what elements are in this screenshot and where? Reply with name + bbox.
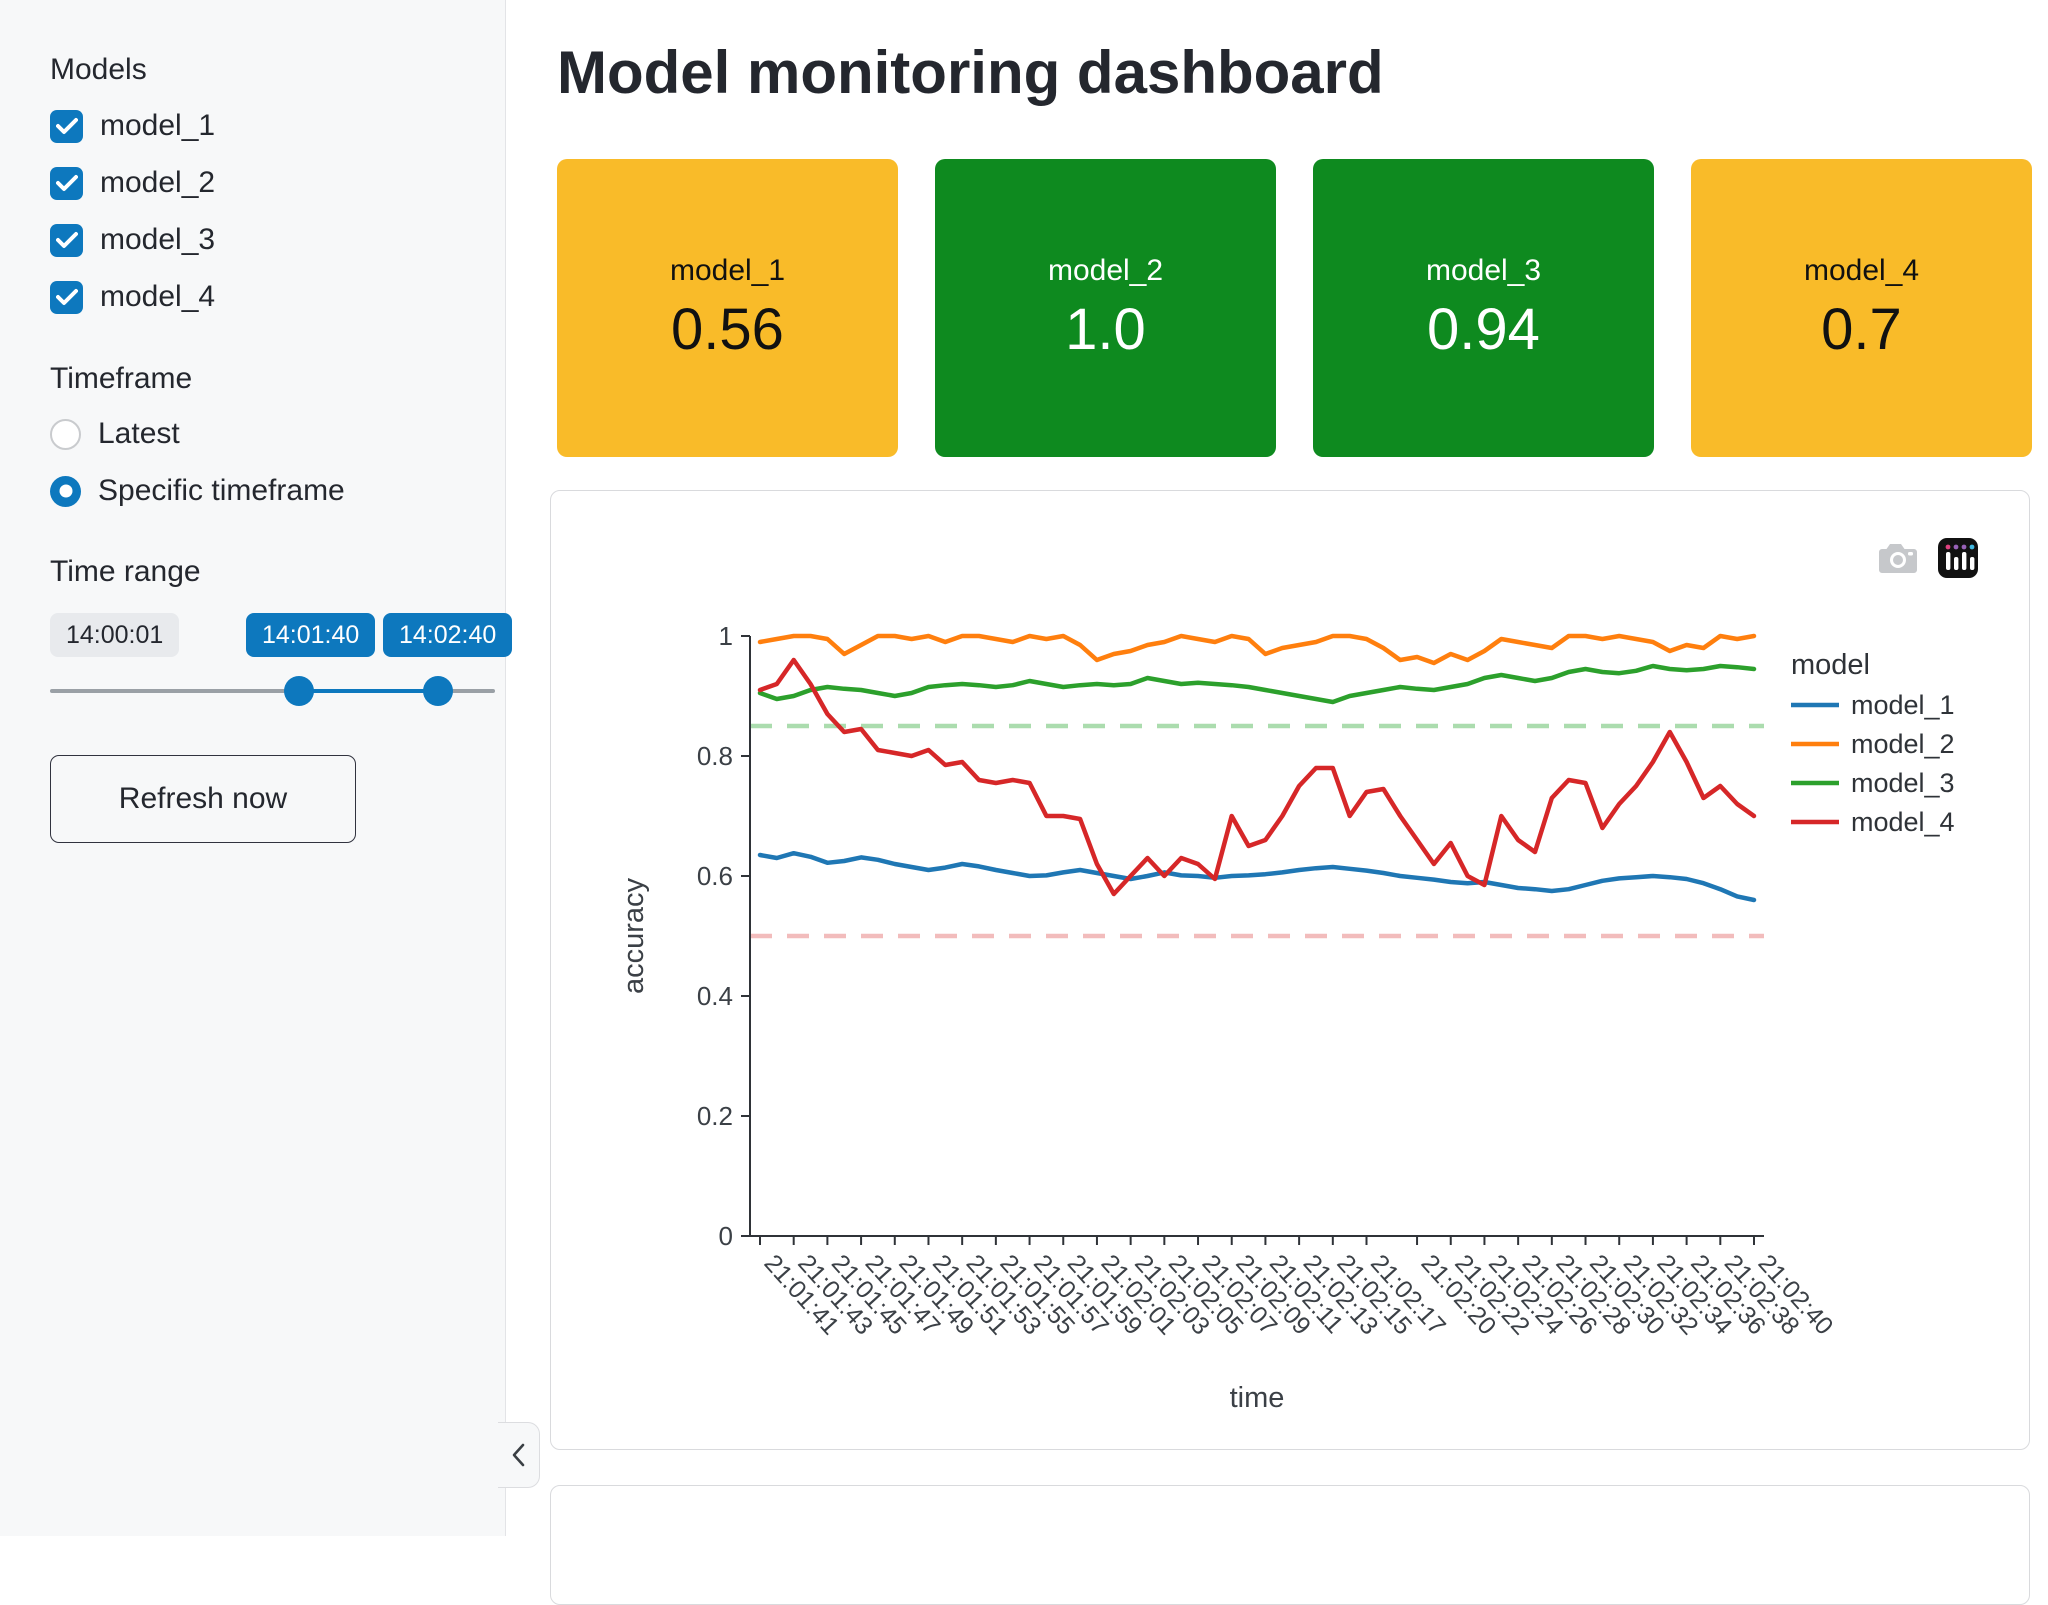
legend-item-model_1[interactable]: model_1 xyxy=(1791,690,1955,720)
checkbox-label: model_2 xyxy=(100,166,216,199)
legend-item-model_4[interactable]: model_4 xyxy=(1791,807,1955,837)
metric-value: 1.0 xyxy=(1065,296,1146,362)
metric-label: model_2 xyxy=(1047,253,1164,287)
slider-min-label: 14:00:01 xyxy=(50,613,180,657)
series-line-model_2[interactable] xyxy=(757,633,1757,666)
accuracy-chart-panel: 0 0.2 0.4 0.6 0.8 1 21:01:41 21:01:43 21:01:45 21… xyxy=(550,490,2030,1450)
checkbox-label: model_4 xyxy=(100,280,216,313)
metric-card-model-3: model_3 0.94 xyxy=(1313,159,1654,457)
sidebar-collapse-button[interactable] xyxy=(498,1422,540,1488)
checkbox-row-model-2[interactable]: model_2 xyxy=(50,160,505,206)
metric-label: model_1 xyxy=(669,253,786,287)
page-title: Model monitoring dashboard xyxy=(557,39,1384,106)
checkbox-model-4[interactable] xyxy=(50,280,83,314)
check-icon xyxy=(55,118,78,134)
y-tick-label: 0.2 xyxy=(697,1101,733,1131)
slider-handle-end[interactable] xyxy=(423,676,453,706)
legend-label: model_3 xyxy=(1851,768,1955,798)
app-root: { "sidebar": { "models_label": "Models",… xyxy=(0,0,2048,1536)
y-axis-title: accuracy xyxy=(618,877,650,994)
slider-track[interactable] xyxy=(50,689,495,693)
y-tick-label: 0.4 xyxy=(697,981,733,1011)
plotly-modebar xyxy=(1877,537,1979,579)
models-section-label: Models xyxy=(50,53,147,86)
series-line-model_4[interactable] xyxy=(757,657,1757,897)
checkbox-model-3[interactable] xyxy=(50,223,83,257)
radio-label: Specific timeframe xyxy=(98,474,345,507)
metric-cards-row: model_1 0.56 model_2 1.0 model_3 0.94 mo… xyxy=(557,159,2032,457)
main-content: Model monitoring dashboard model_1 0.56 … xyxy=(506,0,2048,1605)
checkbox-row-model-1[interactable]: model_1 xyxy=(50,103,505,149)
slider-active-track xyxy=(299,689,438,693)
metric-label: model_3 xyxy=(1425,253,1542,287)
slider-end-value: 14:02:40 xyxy=(383,613,513,657)
metric-value: 0.56 xyxy=(671,296,784,362)
legend-label: model_2 xyxy=(1851,729,1955,759)
check-icon xyxy=(55,175,78,191)
y-tick-label: 0 xyxy=(719,1221,733,1251)
refresh-now-button[interactable]: Refresh now xyxy=(50,755,356,843)
plotly-logo-icon[interactable] xyxy=(1937,537,1979,579)
check-icon xyxy=(55,232,78,248)
bottom-panel xyxy=(550,1485,2030,1605)
checkbox-row-model-4[interactable]: model_4 xyxy=(50,274,505,320)
radio-row-specific-timeframe[interactable]: Specific timeframe xyxy=(50,469,505,513)
time-range-section-label: Time range xyxy=(50,555,201,588)
series-line-model_3[interactable] xyxy=(757,663,1757,705)
checkbox-label: model_3 xyxy=(100,223,216,256)
y-tick-label: 0.6 xyxy=(697,861,733,891)
legend-item-model_2[interactable]: model_2 xyxy=(1791,729,1955,759)
metric-value: 0.7 xyxy=(1821,296,1902,362)
metric-label: model_4 xyxy=(1803,253,1920,287)
metric-value: 0.94 xyxy=(1427,296,1540,362)
checkbox-label: model_1 xyxy=(100,109,216,142)
camera-icon[interactable] xyxy=(1877,541,1919,575)
radio-label: Latest xyxy=(98,417,180,450)
chevron-left-icon xyxy=(512,1443,524,1467)
slider-handle-start[interactable] xyxy=(284,676,314,706)
radio-latest[interactable] xyxy=(50,418,81,450)
check-icon xyxy=(55,289,78,305)
legend-item-model_3[interactable]: model_3 xyxy=(1791,768,1955,798)
metric-card-model-2: model_2 1.0 xyxy=(935,159,1276,457)
accuracy-line-chart[interactable]: 00.20.40.60.8121:01:4121:01:4321:01:4521… xyxy=(551,491,2029,1449)
slider-start-value: 14:01:40 xyxy=(246,613,376,657)
y-tick-label: 0.8 xyxy=(697,741,733,771)
radio-specific-timeframe[interactable] xyxy=(50,475,81,507)
x-axis-title: time xyxy=(1230,1382,1285,1414)
legend-label: model_4 xyxy=(1851,807,1955,837)
radio-row-latest[interactable]: Latest xyxy=(50,412,505,456)
checkbox-model-2[interactable] xyxy=(50,166,83,200)
timeframe-section-label: Timeframe xyxy=(50,362,193,395)
y-tick-label: 1 xyxy=(719,621,733,651)
metric-card-model-1: model_1 0.56 xyxy=(557,159,898,457)
checkbox-model-1[interactable] xyxy=(50,109,83,143)
checkbox-row-model-3[interactable]: model_3 xyxy=(50,217,505,263)
legend-title: model xyxy=(1791,649,1870,681)
legend-label: model_1 xyxy=(1851,690,1955,720)
metric-card-model-4: model_4 0.7 xyxy=(1691,159,2032,457)
series-line-model_1[interactable] xyxy=(757,850,1757,903)
sidebar: Models model_1 model_2 model_3 model_4 T… xyxy=(0,0,513,1536)
time-range-slider[interactable]: 14:00:01 14:01:40 14:02:40 xyxy=(50,613,513,733)
